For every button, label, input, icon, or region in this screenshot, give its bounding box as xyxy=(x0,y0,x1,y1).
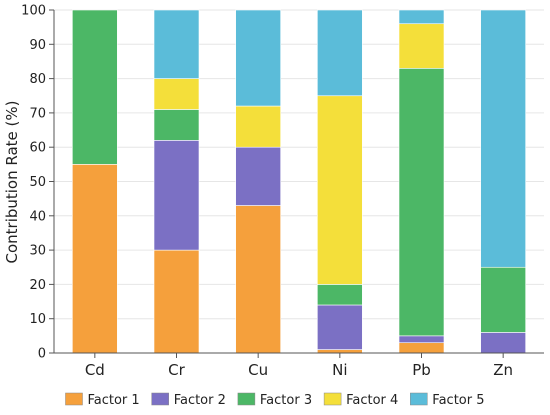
bar-segment-pb-3 xyxy=(398,68,445,337)
x-tick-label-zn: Zn xyxy=(493,361,513,379)
bar-segment-ni-2 xyxy=(317,304,363,350)
legend-swatch-factor-3 xyxy=(237,392,256,406)
bar-segment-zn-5 xyxy=(480,9,526,268)
bar-segment-ni-3 xyxy=(317,284,363,306)
legend-swatch-factor-2 xyxy=(151,392,169,406)
bar-segment-cr-4 xyxy=(153,78,200,110)
legend-swatch-factor-4 xyxy=(323,392,342,406)
y-tick-label: 90 xyxy=(29,38,46,53)
bar-segment-cr-3 xyxy=(153,109,200,141)
legend-label-factor-1: Factor 1 xyxy=(87,393,139,408)
x-tick-label-cu: Cu xyxy=(248,361,268,379)
y-tick-label: 20 xyxy=(29,278,46,293)
bar-segment-ni-1 xyxy=(317,349,363,354)
x-tick-label-cd: Cd xyxy=(85,361,105,379)
y-tick-label: 100 xyxy=(21,4,46,19)
bar-segment-pb-4 xyxy=(398,23,445,69)
bar-segment-pb-1 xyxy=(398,342,445,354)
y-tick-label: 80 xyxy=(29,72,46,87)
bar-segment-cd-3 xyxy=(72,9,118,165)
y-tick-label: 30 xyxy=(29,244,46,259)
bar-segment-cr-1 xyxy=(153,249,200,354)
y-axis-title: Contribution Rate (%) xyxy=(3,100,21,263)
y-axis-ticks: 0 10 20 30 40 50 60 70 80 90 100 xyxy=(21,4,54,362)
bar-segment-ni-5 xyxy=(317,9,363,97)
x-tick-label-cr: Cr xyxy=(168,361,185,379)
bar-segment-cu-1 xyxy=(235,205,281,354)
bar-segment-cu-4 xyxy=(235,105,281,148)
legend-swatch-factor-5 xyxy=(410,392,428,406)
legend-label-factor-5: Factor 5 xyxy=(432,393,484,408)
bar-segment-pb-2 xyxy=(398,335,445,344)
legend-swatch-factor-1 xyxy=(65,392,83,406)
y-tick-label: 0 xyxy=(38,347,46,362)
y-tick-label: 50 xyxy=(29,175,46,190)
x-tick-label-ni: Ni xyxy=(332,361,347,379)
y-tick-label: 70 xyxy=(29,106,46,121)
legend: Factor 1 Factor 2 Factor 3 Factor 4 Factor 5 xyxy=(65,392,485,408)
y-tick-label: 40 xyxy=(29,209,46,224)
legend-label-factor-4: Factor 4 xyxy=(346,393,398,408)
legend-label-factor-2: Factor 2 xyxy=(174,393,226,408)
bar-segment-zn-3 xyxy=(480,266,526,333)
bar-segment-zn-2 xyxy=(480,332,526,354)
x-axis-ticks: Cd Cr Cu Ni Pb Zn xyxy=(85,353,513,379)
bar-segment-cu-2 xyxy=(235,146,281,206)
bar-segment-cr-5 xyxy=(153,9,200,79)
legend-label-factor-3: Factor 3 xyxy=(260,393,312,408)
bar-segment-pb-5 xyxy=(398,9,445,25)
bar-segment-cr-2 xyxy=(153,140,200,251)
bar-segment-ni-4 xyxy=(317,95,363,285)
y-tick-label: 60 xyxy=(29,141,46,156)
bars xyxy=(72,9,526,354)
bar-segment-cu-5 xyxy=(235,9,281,107)
x-tick-label-pb: Pb xyxy=(412,361,431,379)
y-tick-label: 10 xyxy=(29,312,46,327)
bar-segment-cd-1 xyxy=(72,164,118,354)
grid-lines xyxy=(54,9,544,320)
